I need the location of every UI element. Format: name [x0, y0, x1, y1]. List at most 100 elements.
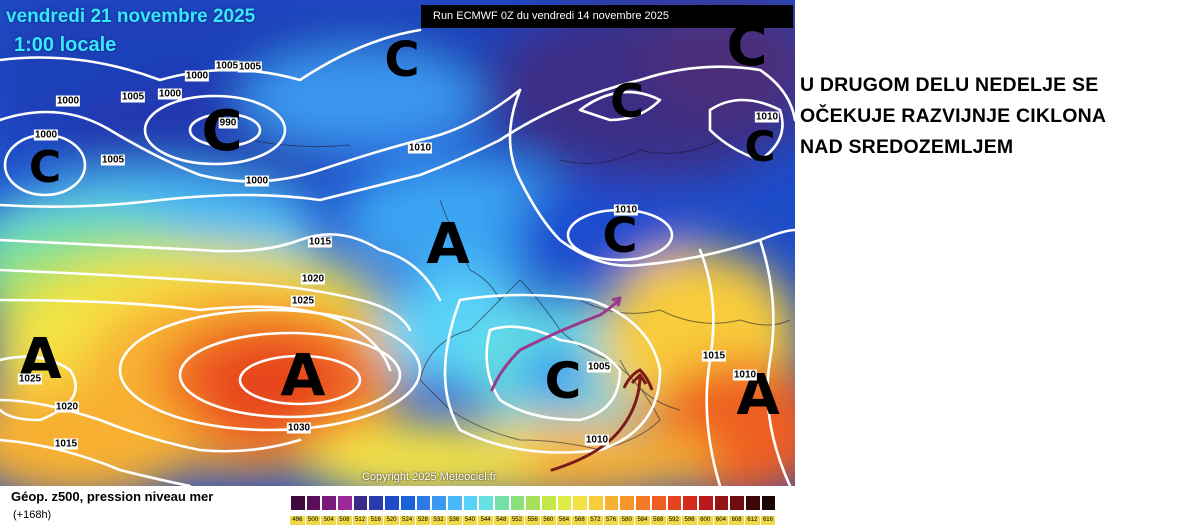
scale-value: 604: [713, 516, 730, 525]
scale-value: 532: [431, 516, 447, 525]
isobar-label: 1015: [701, 350, 727, 362]
caption-line: OČEKUJE RAZVIJNJE CIKLONA: [800, 105, 1107, 127]
isobar-label: 990: [218, 117, 238, 129]
color-swatch: [305, 495, 322, 511]
color-swatch: [572, 495, 589, 511]
scale-value: 536: [446, 516, 463, 525]
color-swatch: [462, 495, 479, 511]
low-symbol: C: [384, 32, 420, 88]
color-swatch: [478, 495, 494, 511]
color-swatch: [729, 495, 745, 511]
isobar-label: 1010: [407, 142, 433, 154]
isobar-label: 1000: [184, 70, 210, 82]
isobar-label: 1025: [17, 373, 43, 385]
color-swatch: [384, 495, 400, 511]
scale-value: 548: [493, 516, 510, 525]
scale-value: 568: [572, 516, 589, 525]
scale-value: 496: [290, 516, 306, 525]
color-swatch: [352, 495, 369, 511]
color-swatch: [760, 495, 777, 511]
color-swatch: [682, 495, 698, 511]
scale-value: 616: [760, 516, 777, 525]
color-swatch: [744, 495, 761, 511]
scale-value: 580: [619, 516, 636, 525]
scale-value: 572: [588, 516, 604, 525]
high-symbol: A: [426, 212, 470, 277]
color-swatch: [588, 495, 604, 511]
scale-value: 596: [682, 516, 698, 525]
scale-value: 544: [478, 516, 494, 525]
isobar-label: 1005: [214, 60, 240, 72]
scale-value: 500: [305, 516, 322, 525]
legend-subtitle: (+168h): [13, 509, 52, 521]
color-swatch: [415, 495, 432, 511]
color-swatch: [321, 495, 338, 511]
scale-value: 512: [352, 516, 369, 525]
color-swatch: [697, 495, 714, 511]
isobar-label: 1005: [237, 61, 263, 73]
low-symbol: C: [744, 122, 776, 171]
scale-value: 600: [697, 516, 714, 525]
scale-value: 592: [666, 516, 683, 525]
scale-value: 552: [509, 516, 526, 525]
color-swatch: [541, 495, 557, 511]
color-swatch: [556, 495, 573, 511]
isobar-label: 1005: [120, 91, 146, 103]
scale-value: 612: [744, 516, 761, 525]
isobar-label: 1015: [307, 236, 333, 248]
color-swatch: [290, 495, 306, 511]
low-symbol: C: [201, 99, 243, 164]
color-swatch: [509, 495, 526, 511]
low-symbol: C: [28, 142, 62, 193]
scale-value: 516: [368, 516, 385, 525]
scale-value: 524: [399, 516, 416, 525]
color-scale: [290, 495, 777, 511]
isobar-label: 1000: [33, 129, 59, 141]
low-symbol: C: [544, 352, 582, 410]
copyright: Copyright 2025 Meteociel.fr: [362, 471, 497, 483]
scale-value: 576: [603, 516, 620, 525]
isobar-label: 1000: [55, 95, 81, 107]
color-scale-values: 496 500 504 508 512 516 520 524 528 532 536 540 544 5…: [290, 516, 777, 525]
color-swatch: [713, 495, 730, 511]
isobar-label: 1030: [286, 422, 312, 434]
color-swatch: [650, 495, 667, 511]
color-swatch: [337, 495, 353, 511]
low-symbol: C: [602, 208, 638, 264]
annotation-caption: U DRUGOM DELU NEDELJE SE OČEKUJE RAZVIJN…: [800, 70, 1106, 163]
color-swatch: [431, 495, 447, 511]
scale-value: 504: [321, 516, 338, 525]
scale-value: 608: [729, 516, 745, 525]
caption-line: NAD SREDOZEMLJEM: [800, 136, 1014, 158]
isobar-label: 1010: [584, 434, 610, 446]
scale-value: 540: [462, 516, 479, 525]
low-symbol: C: [726, 14, 768, 79]
caption-line: U DRUGOM DELU NEDELJE SE: [800, 74, 1099, 96]
color-swatch: [635, 495, 651, 511]
color-swatch: [603, 495, 620, 511]
weather-map: vendredi 21 novembre 2025 1:00 locale Ru…: [0, 0, 795, 486]
isobar-label: 1020: [300, 273, 326, 285]
scale-value: 584: [635, 516, 651, 525]
color-swatch: [399, 495, 416, 511]
high-symbol: A: [280, 341, 326, 409]
color-swatch: [446, 495, 463, 511]
isobar-label: 1025: [290, 295, 316, 307]
color-swatch: [619, 495, 636, 511]
low-symbol: C: [610, 74, 644, 128]
isobar-label: 1010: [754, 111, 780, 123]
color-swatch: [666, 495, 683, 511]
isobar-label: 1015: [53, 438, 79, 450]
color-swatch: [493, 495, 510, 511]
isobar-label: 1000: [157, 88, 183, 100]
scale-value: 508: [337, 516, 353, 525]
isobar-label: 1005: [586, 361, 612, 373]
scale-value: 564: [556, 516, 573, 525]
isobar-label: 1010: [732, 369, 758, 381]
scale-value: 588: [650, 516, 667, 525]
isobar-label: 1000: [244, 175, 270, 187]
isobar-label: 1010: [613, 204, 639, 216]
scale-value: 560: [541, 516, 557, 525]
forecast-time: 1:00 locale: [14, 34, 117, 56]
forecast-date: vendredi 21 novembre 2025: [6, 6, 256, 27]
